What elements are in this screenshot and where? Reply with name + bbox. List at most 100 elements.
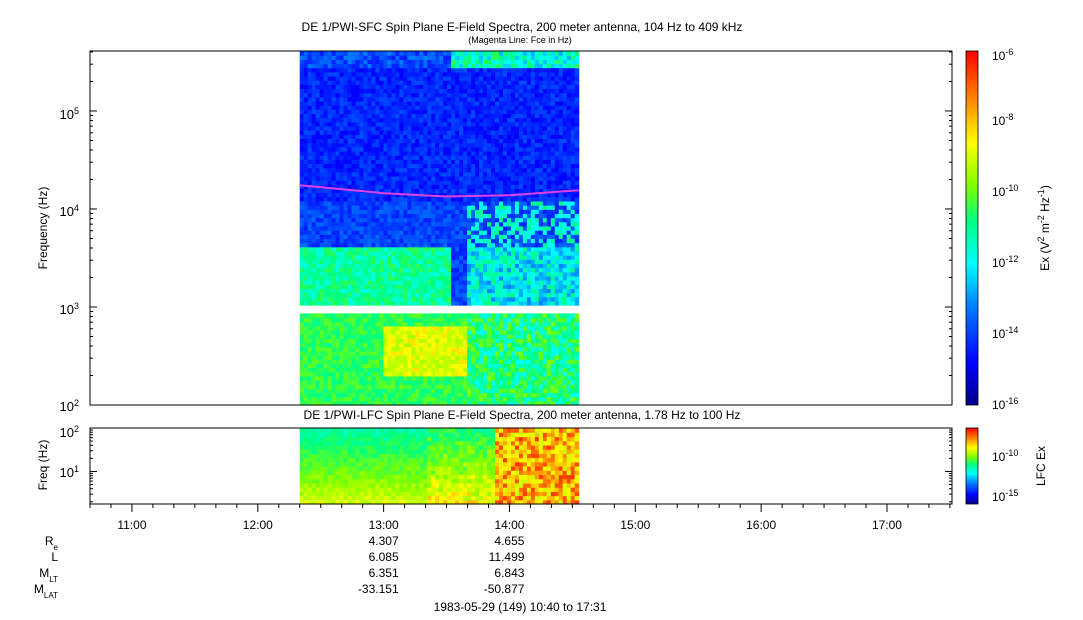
sfc-cell bbox=[415, 284, 420, 289]
sfc-cell bbox=[363, 100, 369, 106]
sfc-cell bbox=[526, 221, 532, 227]
sfc-cell bbox=[363, 230, 369, 235]
sfc-cell bbox=[427, 163, 432, 169]
sfc-cell bbox=[479, 238, 484, 244]
sfc-cell bbox=[487, 367, 492, 373]
sfc-cell bbox=[379, 317, 385, 323]
sfc-cell bbox=[419, 371, 424, 377]
sfc-cell bbox=[343, 230, 349, 235]
sfc-cell bbox=[339, 192, 345, 198]
sfc-cell bbox=[367, 117, 373, 123]
sfc-cell bbox=[331, 355, 337, 360]
sfc-cell bbox=[526, 59, 532, 65]
sfc-cell bbox=[443, 130, 448, 135]
sfc-cell bbox=[347, 313, 353, 319]
sfc-cell bbox=[323, 321, 329, 327]
sfc-cell bbox=[403, 292, 408, 298]
sfc-cell bbox=[506, 375, 512, 381]
sfc-cell bbox=[307, 350, 313, 356]
sfc-cell bbox=[471, 292, 476, 298]
sfc-cell bbox=[419, 200, 424, 206]
sfc-cell bbox=[502, 125, 508, 131]
sfc-cell bbox=[534, 346, 540, 352]
sfc-cell bbox=[395, 84, 400, 90]
sfc-cell bbox=[383, 88, 388, 94]
sfc-cell bbox=[419, 317, 424, 323]
sfc-cell bbox=[399, 105, 404, 110]
sfc-cell bbox=[443, 138, 448, 144]
sfc-cell bbox=[307, 200, 313, 206]
sfc-cell bbox=[311, 117, 317, 123]
sfc-cell bbox=[451, 63, 456, 69]
sfc-cell bbox=[351, 67, 357, 73]
sfc-cell bbox=[379, 59, 385, 65]
sfc-cell bbox=[319, 159, 325, 165]
sfc-cell bbox=[319, 388, 325, 394]
sfc-cell bbox=[435, 92, 440, 98]
sfc-cell bbox=[335, 163, 341, 169]
sfc-cell bbox=[427, 96, 432, 102]
sfc-cell bbox=[383, 384, 388, 389]
sfc-cell bbox=[534, 192, 540, 198]
sfc-cell bbox=[467, 334, 472, 339]
sfc-cell bbox=[447, 342, 452, 348]
sfc-cell bbox=[319, 330, 325, 335]
sfc-cell bbox=[467, 255, 472, 260]
sfc-cell bbox=[514, 175, 520, 181]
sfc-cell bbox=[375, 338, 381, 344]
sfc-cell bbox=[311, 80, 317, 85]
sfc-cell bbox=[439, 96, 444, 102]
sfc-cell bbox=[439, 146, 444, 152]
sfc-cell bbox=[475, 163, 480, 169]
sfc-cell bbox=[423, 142, 428, 148]
sfc-cell bbox=[371, 250, 377, 256]
sfc-cell bbox=[403, 188, 408, 194]
sfc-cell bbox=[367, 375, 373, 381]
sfc-cell bbox=[403, 371, 408, 377]
sfc-cell bbox=[403, 80, 408, 85]
sfc-cell bbox=[359, 55, 365, 60]
sfc-cell bbox=[471, 400, 476, 406]
sfc-cell bbox=[443, 146, 448, 152]
sfc-cell bbox=[463, 234, 468, 240]
sfc-cell bbox=[363, 346, 369, 352]
sfc-cell bbox=[347, 196, 353, 202]
sfc-cell bbox=[510, 275, 516, 281]
sfc-cell bbox=[343, 175, 349, 181]
sfc-cell bbox=[343, 392, 349, 398]
sfc-cell bbox=[319, 325, 325, 331]
sfc-cell bbox=[502, 334, 508, 339]
sfc-cell bbox=[423, 121, 428, 127]
sfc-cell bbox=[331, 163, 337, 169]
sfc-cell bbox=[351, 55, 357, 60]
sfc-cell bbox=[534, 188, 540, 194]
sfc-cell bbox=[343, 334, 349, 339]
sfc-cell bbox=[371, 330, 377, 335]
sfc-cell bbox=[395, 325, 400, 331]
sfc-cell bbox=[435, 192, 440, 198]
sfc-cell bbox=[491, 367, 496, 373]
sfc-cell bbox=[335, 134, 341, 140]
sfc-cell bbox=[475, 330, 480, 335]
sfc-cell bbox=[518, 363, 524, 369]
sfc-cell bbox=[455, 175, 460, 181]
sfc-cell bbox=[483, 330, 488, 335]
sfc-cell bbox=[331, 84, 337, 90]
sfc-cell bbox=[467, 250, 472, 256]
sfc-cell bbox=[526, 155, 532, 160]
sfc-cell bbox=[387, 371, 392, 377]
sfc-cell bbox=[530, 259, 536, 264]
sfc-cell bbox=[510, 88, 516, 94]
sfc-cell bbox=[443, 321, 448, 327]
sfc-cell bbox=[415, 113, 420, 119]
sfc-cell bbox=[339, 392, 345, 398]
sfc-cell bbox=[359, 88, 365, 94]
sfc-cell bbox=[363, 350, 369, 356]
sfc-cell bbox=[483, 200, 488, 206]
sfc-cell bbox=[439, 59, 444, 65]
sfc-cell bbox=[347, 371, 353, 377]
sfc-cell bbox=[347, 250, 353, 256]
sfc-cell bbox=[471, 263, 476, 269]
sfc-cell bbox=[451, 338, 456, 344]
sfc-cell bbox=[510, 130, 516, 135]
